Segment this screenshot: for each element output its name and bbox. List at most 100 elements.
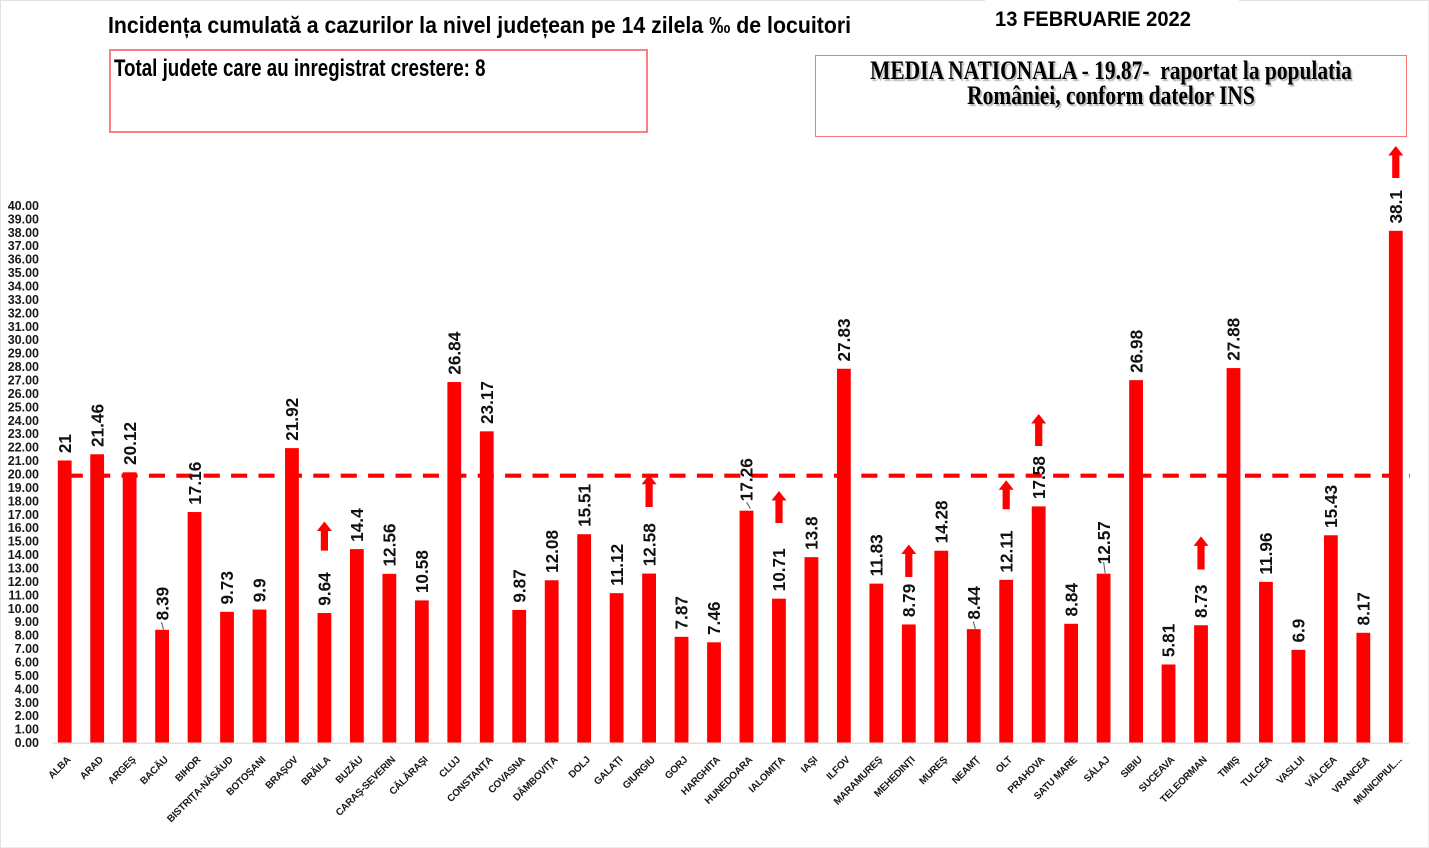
- svg-text:21.46: 21.46: [87, 404, 107, 447]
- svg-text:14.28: 14.28: [931, 500, 951, 543]
- svg-text:28.00: 28.00: [8, 360, 39, 374]
- svg-text:39.00: 39.00: [8, 212, 39, 226]
- svg-text:33.00: 33.00: [8, 293, 39, 307]
- svg-text:23.00: 23.00: [8, 427, 39, 441]
- svg-text:17.26: 17.26: [737, 458, 757, 501]
- svg-text:25.00: 25.00: [8, 400, 39, 414]
- svg-text:26.98: 26.98: [1126, 329, 1146, 372]
- svg-text:10.00: 10.00: [8, 602, 39, 616]
- svg-text:17.16: 17.16: [185, 462, 205, 505]
- svg-text:36.00: 36.00: [8, 253, 39, 267]
- svg-text:OLT: OLT: [994, 755, 1015, 776]
- svg-text:17.58: 17.58: [1029, 456, 1049, 499]
- svg-text:13.00: 13.00: [8, 562, 39, 576]
- svg-text:GORJ: GORJ: [663, 755, 690, 782]
- svg-text:0.00: 0.00: [15, 736, 39, 750]
- svg-text:11.96: 11.96: [1256, 533, 1276, 575]
- svg-text:9.87: 9.87: [509, 569, 529, 602]
- svg-text:13.8: 13.8: [802, 516, 822, 550]
- svg-text:9.9: 9.9: [250, 578, 270, 602]
- svg-text:38.00: 38.00: [8, 226, 39, 240]
- svg-text:CLUJ: CLUJ: [437, 755, 463, 781]
- svg-text:BUZĂU: BUZĂU: [332, 753, 365, 786]
- svg-text:6.9: 6.9: [1289, 619, 1309, 643]
- svg-text:BRAŞOV: BRAŞOV: [264, 754, 301, 791]
- svg-text:15.43: 15.43: [1321, 485, 1341, 528]
- svg-text:BRĂILA: BRĂILA: [298, 753, 333, 788]
- svg-text:12.57: 12.57: [1094, 521, 1114, 564]
- svg-text:14.4: 14.4: [347, 508, 367, 542]
- svg-text:12.11: 12.11: [996, 530, 1016, 573]
- svg-text:27.83: 27.83: [834, 318, 854, 361]
- svg-text:8.84: 8.84: [1061, 583, 1081, 617]
- svg-text:ARGEŞ: ARGEŞ: [106, 754, 138, 786]
- svg-text:11.12: 11.12: [607, 544, 627, 586]
- svg-text:40.00: 40.00: [8, 199, 39, 213]
- svg-text:8.39: 8.39: [152, 587, 172, 620]
- svg-text:16.00: 16.00: [8, 521, 39, 535]
- svg-text:TULCEA: TULCEA: [1239, 755, 1274, 790]
- svg-text:32.00: 32.00: [8, 306, 39, 320]
- svg-text:11.00: 11.00: [8, 588, 39, 602]
- svg-text:10.58: 10.58: [412, 550, 432, 593]
- svg-text:VASLUI: VASLUI: [1275, 754, 1307, 786]
- svg-text:22.00: 22.00: [8, 441, 39, 455]
- svg-text:ILFOV: ILFOV: [825, 754, 853, 782]
- svg-text:7.00: 7.00: [15, 642, 39, 656]
- svg-text:24.00: 24.00: [8, 414, 39, 428]
- svg-text:10.71: 10.71: [769, 548, 789, 591]
- svg-text:ALBA: ALBA: [47, 755, 74, 782]
- svg-text:31.00: 31.00: [8, 320, 39, 334]
- svg-text:12.08: 12.08: [542, 530, 562, 573]
- svg-text:26.84: 26.84: [444, 331, 464, 374]
- svg-text:18.00: 18.00: [8, 494, 39, 508]
- svg-text:7.87: 7.87: [672, 596, 692, 629]
- svg-text:SĂLAJ: SĂLAJ: [1081, 753, 1112, 784]
- svg-text:19.00: 19.00: [8, 481, 39, 495]
- svg-text:29.00: 29.00: [8, 347, 39, 361]
- svg-text:IAŞI: IAŞI: [799, 754, 820, 775]
- svg-text:14.00: 14.00: [8, 548, 39, 562]
- svg-text:TIMIŞ: TIMIŞ: [1216, 754, 1242, 780]
- svg-text:8.79: 8.79: [899, 584, 919, 617]
- svg-text:NEAMȚ: NEAMȚ: [950, 755, 982, 787]
- svg-text:27.88: 27.88: [1224, 317, 1244, 360]
- svg-text:6.00: 6.00: [15, 656, 39, 670]
- svg-text:23.17: 23.17: [477, 381, 497, 424]
- svg-text:21.00: 21.00: [8, 454, 39, 468]
- svg-text:30.00: 30.00: [8, 333, 39, 347]
- svg-text:26.00: 26.00: [8, 387, 39, 401]
- svg-text:GIURGIU: GIURGIU: [621, 755, 658, 792]
- svg-text:20.00: 20.00: [8, 468, 39, 482]
- svg-text:DOLJ: DOLJ: [567, 755, 593, 781]
- svg-text:9.73: 9.73: [217, 571, 237, 604]
- svg-text:12.00: 12.00: [8, 575, 39, 589]
- svg-text:8.00: 8.00: [15, 629, 39, 643]
- svg-text:2.00: 2.00: [15, 709, 39, 723]
- svg-text:7.46: 7.46: [704, 602, 724, 635]
- svg-text:37.00: 37.00: [8, 239, 39, 253]
- svg-text:15.00: 15.00: [8, 535, 39, 549]
- svg-text:20.12: 20.12: [120, 422, 140, 465]
- svg-text:3.00: 3.00: [15, 696, 39, 710]
- svg-text:5.00: 5.00: [15, 669, 39, 683]
- svg-text:CARAŞ-SEVERIN: CARAŞ-SEVERIN: [334, 755, 398, 819]
- svg-text:8.17: 8.17: [1354, 592, 1374, 625]
- svg-text:5.81: 5.81: [1159, 623, 1179, 657]
- svg-text:8.73: 8.73: [1191, 585, 1211, 618]
- svg-text:27.00: 27.00: [8, 374, 39, 388]
- svg-text:15.51: 15.51: [574, 483, 594, 526]
- svg-text:12.58: 12.58: [639, 523, 659, 566]
- svg-text:8.44: 8.44: [964, 586, 984, 620]
- svg-text:34.00: 34.00: [8, 280, 39, 294]
- svg-text:21.92: 21.92: [282, 398, 302, 441]
- svg-text:ARAD: ARAD: [78, 755, 106, 783]
- svg-text:38.1: 38.1: [1386, 190, 1406, 224]
- svg-text:35.00: 35.00: [8, 266, 39, 280]
- svg-text:12.56: 12.56: [380, 524, 400, 567]
- svg-text:BIHOR: BIHOR: [173, 754, 203, 784]
- svg-text:MUREŞ: MUREŞ: [917, 754, 950, 787]
- svg-text:SIBIU: SIBIU: [1119, 755, 1145, 781]
- svg-text:BACĂU: BACĂU: [137, 753, 171, 787]
- svg-text:9.00: 9.00: [15, 615, 39, 629]
